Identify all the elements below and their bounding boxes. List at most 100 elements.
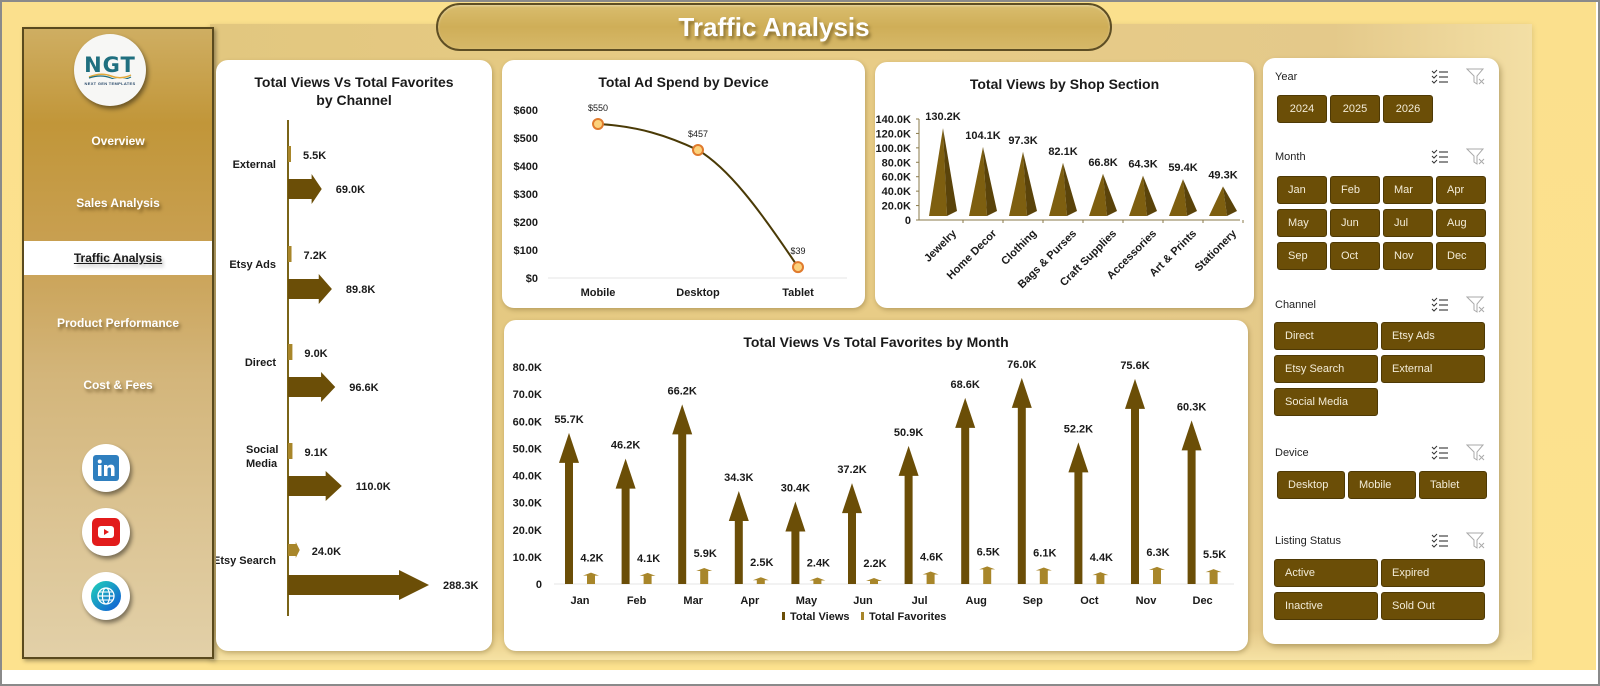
shop-section-chart-card: Total Views by Shop Section 0 20.0K 40.0K 6… [875, 62, 1254, 308]
category-label: Etsy Ads [229, 259, 276, 271]
status-option-active[interactable]: Active [1274, 559, 1378, 587]
month-option-aug[interactable]: Aug [1436, 209, 1486, 237]
y-tick: $200 [514, 217, 538, 229]
year-option-2025[interactable]: 2025 [1330, 95, 1380, 123]
favorites-label: 5.5K [303, 150, 326, 162]
views-arrow [288, 471, 342, 501]
linkedin-button[interactable] [82, 444, 130, 492]
views-label: 96.6K [349, 382, 378, 394]
listing-status-slicer-header: Listing Status [1275, 531, 1487, 551]
clear-filter-icon[interactable] [1465, 531, 1487, 551]
month-option-may[interactable]: May [1277, 209, 1327, 237]
channel-chart: 5.5K 69.0K External 7.2K 89.8K Etsy Ads 9.0K 96… [216, 120, 479, 616]
favorites-arrow [1035, 567, 1052, 584]
views-arrow [288, 274, 332, 304]
pyramid-bar-side [1223, 186, 1237, 216]
sidebar-item-product-performance[interactable]: Product Performance [56, 316, 180, 330]
clear-filter-icon[interactable] [1465, 67, 1487, 87]
views-label: 68.6K [951, 379, 980, 391]
clear-filter-icon[interactable] [1465, 295, 1487, 315]
month-option-mar[interactable]: Mar [1383, 176, 1433, 204]
views-label: 52.2K [1064, 423, 1093, 435]
views-arrow [615, 458, 636, 584]
month-option-dec[interactable]: Dec [1436, 242, 1486, 270]
listing-status-slicer-label: Listing Status [1275, 535, 1342, 547]
sidebar-item-sales-analysis[interactable]: Sales Analysis [76, 196, 160, 210]
favorites-label: 4.4K [1090, 552, 1113, 564]
youtube-button[interactable] [82, 508, 130, 556]
month-option-jul[interactable]: Jul [1383, 209, 1433, 237]
favorites-bar [288, 542, 300, 558]
month-option-oct[interactable]: Oct [1330, 242, 1380, 270]
clear-filter-icon[interactable] [1465, 147, 1487, 167]
multi-select-icon[interactable] [1429, 67, 1451, 87]
y-tick: 120.0K [876, 128, 912, 140]
status-option-sold-out[interactable]: Sold Out [1381, 592, 1485, 620]
x-tick: Tablet [782, 287, 814, 299]
year-slicer-label: Year [1275, 71, 1298, 83]
favorites-label: 5.9K [694, 548, 717, 560]
channel-option-external[interactable]: External [1381, 355, 1485, 383]
device-option-mobile[interactable]: Mobile [1348, 471, 1416, 499]
favorites-label: 24.0K [312, 546, 341, 558]
views-arrow [1011, 377, 1032, 584]
views-label: 34.3K [724, 472, 753, 484]
legend-views-label: Total Views [790, 611, 850, 623]
favorites-arrow [866, 578, 882, 584]
y-tick: 60.0K [882, 172, 911, 184]
y-tick: 30.0K [513, 498, 542, 510]
favorites-bar [288, 146, 291, 162]
y-tick: 60.0K [513, 416, 542, 428]
pyramid-bar-side [1063, 162, 1077, 216]
month-option-apr[interactable]: Apr [1436, 176, 1486, 204]
month-option-sep[interactable]: Sep [1277, 242, 1327, 270]
sidebar-item-overview[interactable]: Overview [91, 134, 145, 148]
favorites-label: 5.5K [1203, 549, 1226, 561]
views-label: 288.3K [443, 580, 479, 592]
data-label: $457 [688, 129, 708, 139]
device-option-tablet[interactable]: Tablet [1419, 471, 1487, 499]
favorites-label: 2.4K [807, 557, 830, 569]
month-option-nov[interactable]: Nov [1383, 242, 1433, 270]
clear-filter-icon[interactable] [1465, 443, 1487, 463]
multi-select-icon[interactable] [1429, 147, 1451, 167]
status-option-expired[interactable]: Expired [1381, 559, 1485, 587]
chart-legend: Total Views Total Favorites [782, 611, 946, 623]
ngt-logo[interactable]: NGT NEXT GEN TEMPLATES [74, 34, 146, 106]
views-label: 110.0K [356, 481, 391, 493]
y-tick: 40.0K [513, 471, 542, 483]
status-option-inactive[interactable]: Inactive [1274, 592, 1378, 620]
x-tick: Jun [853, 595, 873, 607]
sidebar-item-traffic-analysis[interactable]: Traffic Analysis [24, 241, 212, 275]
views-arrow [288, 174, 322, 204]
month-chart-card: Total Views Vs Total Favorites by Month … [504, 320, 1248, 651]
month-option-jun[interactable]: Jun [1330, 209, 1380, 237]
year-option-2024[interactable]: 2024 [1277, 95, 1327, 123]
data-label: $550 [588, 103, 608, 113]
year-option-2026[interactable]: 2026 [1383, 95, 1433, 123]
channel-option-etsy-search[interactable]: Etsy Search [1274, 355, 1378, 383]
views-label: 69.0K [336, 184, 365, 196]
channel-option-direct[interactable]: Direct [1274, 322, 1378, 350]
sidebar-item-cost-fees[interactable]: Cost & Fees [83, 378, 153, 392]
data-label: 130.2K [925, 111, 961, 123]
month-option-feb[interactable]: Feb [1330, 176, 1380, 204]
month-option-jan[interactable]: Jan [1277, 176, 1327, 204]
ad-spend-chart-title: Total Ad Spend by Device [598, 74, 769, 90]
favorites-bar [288, 246, 292, 262]
multi-select-icon[interactable] [1429, 295, 1451, 315]
website-button[interactable] [82, 572, 130, 620]
y-tick: 40.0K [882, 186, 911, 198]
views-arrow [559, 432, 579, 584]
views-label: 37.2K [837, 464, 866, 476]
x-tick: Feb [627, 595, 647, 607]
multi-select-icon[interactable] [1429, 443, 1451, 463]
device-option-desktop[interactable]: Desktop [1277, 471, 1345, 499]
favorites-arrow [639, 572, 656, 584]
multi-select-icon[interactable] [1429, 531, 1451, 551]
favorites-label: 2.2K [863, 558, 886, 570]
favorites-arrow [583, 572, 599, 584]
channel-option-etsy-ads[interactable]: Etsy Ads [1381, 322, 1485, 350]
month-chart: 0 10.0K 20.0K 30.0K 40.0K 50.0K 60.0K 70.0K 80.0… [513, 359, 1234, 623]
channel-option-social-media[interactable]: Social Media [1274, 388, 1378, 416]
